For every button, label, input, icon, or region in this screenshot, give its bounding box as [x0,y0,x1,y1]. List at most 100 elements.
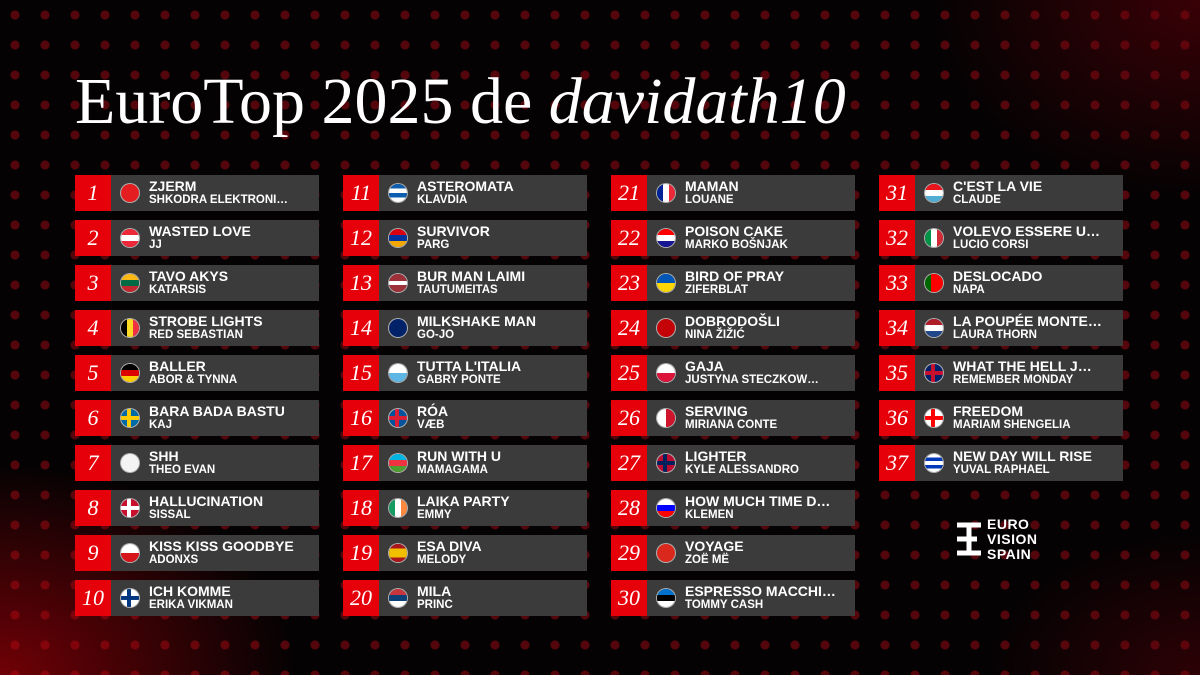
song-title: POISON CAKE [685,223,784,239]
entry-row: 5 BALLER ABOR & TYNNA [75,355,319,391]
flag [389,589,407,607]
artist-name: GABRY PONTE [417,374,501,386]
entry-row: 1 ZJERM SHKODRA ELEKTRONI… [75,175,319,211]
artist-name: KLEMEN [685,509,734,521]
song-title: BALLER [149,358,206,374]
flag [925,319,943,337]
flag [657,364,675,382]
flag [657,184,675,202]
flag [389,499,407,517]
flag [925,454,943,472]
entry-box: RÓA VÆB [379,400,587,436]
rank: 37 [879,445,915,481]
entry-box: HALLUCINATION SISSAL [111,490,319,526]
logo-word: SPAIN [987,546,1032,562]
entry-box: NEW DAY WILL RISE YUVAL RAPHAEL [915,445,1123,481]
entry-row: 27 LIGHTER KYLE ALESSANDRO [611,445,855,481]
entry-box: MILKSHAKE MAN GO-JO [379,310,587,346]
entry-box: LA POUPÉE MONTE… LAURA THORN [915,310,1123,346]
entry-row: 2 WASTED LOVE JJ [75,220,319,256]
artist-name: MELODY [417,554,467,566]
artist-name: MARKO BOŠNJAK [685,239,788,251]
entry-row: 19 ESA DIVA MELODY [343,535,587,571]
entry-row: 18 LAIKA PARTY EMMY [343,490,587,526]
title-user: davidath10 [548,65,846,138]
entry-box: SHH THEO EVAN [111,445,319,481]
song-title: MAMAN [685,178,739,194]
rank: 7 [75,445,111,481]
flag [925,364,943,382]
entry-row: 7 SHH THEO EVAN [75,445,319,481]
artist-name: KYLE ALESSANDRO [685,464,799,476]
entry-row: 10 ICH KOMME ERIKA VIKMAN [75,580,319,616]
artist-name: PARG [417,239,450,251]
artist-name: PRINC [417,599,453,611]
song-title: DESLOCADO [953,268,1043,284]
artist-name: ZOË MË [685,554,730,566]
song-title: ICH KOMME [149,583,231,599]
rank: 6 [75,400,111,436]
logo: EURO VISION SPAIN [955,517,1075,565]
rank: 3 [75,265,111,301]
song-title: LA POUPÉE MONTE… [953,313,1102,329]
entry-box: BARA BADA BASTU KAJ [111,400,319,436]
song-title: BARA BADA BASTU [149,403,285,419]
flag [657,544,675,562]
flag [925,184,943,202]
entry-box: KISS KISS GOODBYE ADONXS [111,535,319,571]
flag [657,229,675,247]
entry-box: ESPRESSO MACCHI… TOMMY CASH [647,580,855,616]
entry-row: 37 NEW DAY WILL RISE YUVAL RAPHAEL [879,445,1123,481]
song-title: WASTED LOVE [149,223,251,239]
artist-name: CLAUDE [953,194,1001,206]
artist-name: MARIAM SHENGELIA [953,419,1071,431]
rank: 4 [75,310,111,346]
entry-box: HOW MUCH TIME D… KLEMEN [647,490,855,526]
entry-row: 15 TUTTA L'ITALIA GABRY PONTE [343,355,587,391]
flag [657,454,675,472]
flag [389,229,407,247]
entry-box: ESA DIVA MELODY [379,535,587,571]
entry-box: ZJERM SHKODRA ELEKTRONI… [111,175,319,211]
song-title: HALLUCINATION [149,493,264,509]
flag [121,544,139,562]
entry-row: 9 KISS KISS GOODBYE ADONXS [75,535,319,571]
entry-box: RUN WITH U MAMAGAMA [379,445,587,481]
rank: 33 [879,265,915,301]
rank: 20 [343,580,379,616]
entry-row: 34 LA POUPÉE MONTE… LAURA THORN [879,310,1123,346]
artist-name: ZIFERBLAT [685,284,749,296]
artist-name: KLAVDIA [417,194,468,206]
artist-name: LOUANE [685,194,734,206]
entry-row: 11 ASTEROMATA KLAVDIA [343,175,587,211]
song-title: HOW MUCH TIME D… [685,493,831,509]
entry-box: GAJA JUSTYNA STECZKOW… [647,355,855,391]
entry-row: 13 BUR MAN LAIMI TAUTUMEITAS [343,265,587,301]
entry-box: BALLER ABOR & TYNNA [111,355,319,391]
entry-row: 25 GAJA JUSTYNA STECZKOW… [611,355,855,391]
flag [389,454,407,472]
artist-name: TAUTUMEITAS [417,284,498,296]
flag [925,274,943,292]
entry-row: 8 HALLUCINATION SISSAL [75,490,319,526]
rank: 5 [75,355,111,391]
entry-box: STROBE LIGHTS RED SEBASTIAN [111,310,319,346]
entry-box: TAVO AKYS KATARSIS [111,265,319,301]
rank: 29 [611,535,647,571]
entry-box: VOYAGE ZOË MË [647,535,855,571]
entry-row: 22 POISON CAKE MARKO BOŠNJAK [611,220,855,256]
flag [389,409,407,427]
rank: 16 [343,400,379,436]
rank: 32 [879,220,915,256]
entry-row: 14 MILKSHAKE MAN GO-JO [343,310,587,346]
entry-box: C'EST LA VIE CLAUDE [915,175,1123,211]
flag [389,319,407,337]
artist-name: TOMMY CASH [685,599,764,611]
artist-name: NINA ŽIŽIĆ [685,329,745,341]
song-title: MILA [417,583,452,599]
song-title: ASTEROMATA [417,178,514,194]
entry-row: 6 BARA BADA BASTU KAJ [75,400,319,436]
artist-name: ABOR & TYNNA [149,374,238,386]
flag [389,364,407,382]
flag [121,409,139,427]
